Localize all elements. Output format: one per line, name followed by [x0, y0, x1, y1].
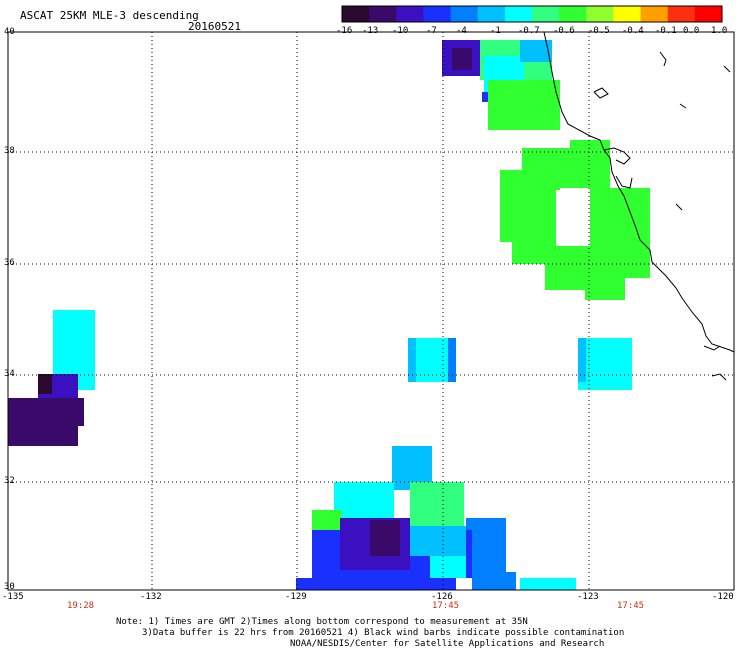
colorbar-tick: -0.1: [655, 26, 677, 36]
colorbar-tick: -16: [336, 26, 353, 36]
colorbar-swatch: [342, 6, 370, 22]
data-cell: [578, 338, 586, 382]
colorbar-tick: -0.6: [553, 26, 575, 36]
data-cell: [430, 556, 466, 578]
colorbar-swatch: [504, 6, 533, 22]
data-cell: [520, 578, 576, 590]
lon-label: -123: [577, 592, 599, 602]
data-cell: [38, 374, 52, 394]
lat-label: 40: [4, 27, 15, 37]
data-cell: [334, 482, 394, 522]
lat-label: 32: [4, 476, 15, 486]
data-cell: [488, 80, 560, 130]
colorbar-swatch: [559, 6, 587, 22]
colorbar-tick: -7: [426, 26, 437, 36]
colorbar-swatch: [613, 6, 642, 22]
lat-label: 36: [4, 258, 15, 268]
colorbar: [341, 5, 723, 23]
lon-label: -135: [2, 592, 24, 602]
time-label: 19:28: [67, 601, 95, 611]
data-cell: [40, 398, 84, 426]
lat-label: 30: [4, 582, 15, 592]
data-cell: [570, 140, 610, 152]
data-cell: [452, 48, 472, 70]
time-label: 17:45: [432, 601, 460, 611]
colorbar-swatch: [532, 6, 560, 22]
lat-label: 34: [4, 369, 15, 379]
lon-label: -129: [285, 592, 307, 602]
time-label: 17:45: [617, 601, 645, 611]
data-cell: [410, 482, 464, 526]
colorbar-tick: -0.5: [588, 26, 610, 36]
colorbar-swatch: [640, 6, 669, 22]
note-line-3: NOAA/NESDIS/Center for Satellite Applica…: [290, 639, 605, 649]
colorbar-swatch: [477, 6, 506, 22]
data-cell: [520, 40, 552, 62]
colorbar-tick: 1.0: [711, 26, 728, 36]
colorbar-swatch: [369, 6, 397, 22]
data-cell: [466, 518, 506, 574]
coastline: [543, 31, 735, 381]
product-title: ASCAT 25KM MLE-3 descending: [20, 9, 199, 22]
colorbar-tick: -0.4: [622, 26, 644, 36]
data-cell: [556, 190, 590, 246]
data-cell: [370, 520, 400, 556]
colorbar-tick: -13: [362, 26, 379, 36]
data-cell: [408, 338, 416, 382]
data-cell: [448, 338, 456, 382]
data-cell: [296, 578, 456, 590]
graticule: [8, 32, 734, 590]
colorbar-swatch: [586, 6, 614, 22]
map-frame: [7, 31, 735, 591]
lon-label: -126: [431, 592, 453, 602]
product-date: 20160521: [188, 20, 241, 33]
colorbar-tick: 0.0: [683, 26, 700, 36]
colorbar-tick: -10: [392, 26, 409, 36]
wind-swath-cells: [8, 40, 650, 590]
data-cell: [482, 92, 490, 102]
lon-label: -120: [712, 592, 734, 602]
colorbar-tick: -0.7: [518, 26, 540, 36]
colorbar-tick: -4: [456, 26, 467, 36]
lat-label: 38: [4, 146, 15, 156]
colorbar-tick: -1: [490, 26, 501, 36]
data-cell: [578, 338, 632, 390]
note-line-1: Note: 1) Times are GMT 2)Times along bot…: [116, 617, 528, 627]
colorbar-swatch: [423, 6, 452, 22]
lon-label: -132: [140, 592, 162, 602]
colorbar-swatch: [396, 6, 424, 22]
data-cell: [410, 526, 466, 556]
colorbar-frame: [341, 5, 723, 23]
colorbar-swatch: [450, 6, 479, 22]
colorbar-swatch: [667, 6, 696, 22]
note-line-2: 3)Data buffer is 22 hrs from 20160521 4)…: [142, 628, 625, 638]
data-cell: [472, 572, 516, 590]
data-cell: [585, 270, 625, 300]
colorbar-swatch: [694, 6, 723, 22]
